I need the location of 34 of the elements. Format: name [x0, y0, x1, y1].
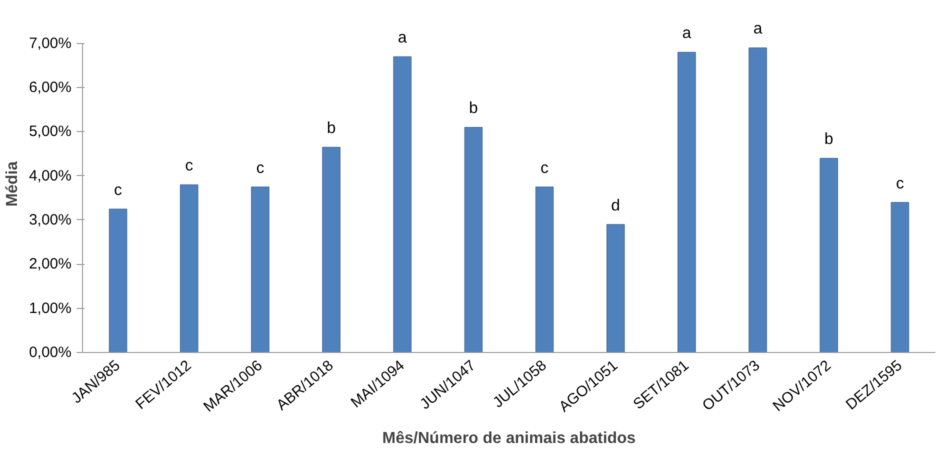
- annotation: c: [114, 182, 122, 199]
- y-tick-label: 2,00%: [28, 256, 72, 273]
- annotation: c: [185, 158, 194, 175]
- annotation: a: [682, 25, 692, 42]
- bar: [890, 202, 910, 352]
- bar: [180, 184, 198, 352]
- y-tick-label: 5,00%: [28, 123, 72, 140]
- bar: [393, 56, 412, 352]
- annotation: d: [611, 197, 620, 214]
- annotation: c: [256, 160, 264, 177]
- annotation: b: [469, 100, 478, 118]
- annotation: c: [896, 175, 904, 192]
- bar: [108, 208, 128, 352]
- annotation: a: [398, 30, 407, 47]
- y-axis-title: Média: [4, 161, 21, 207]
- annotation: b: [824, 131, 834, 148]
- y-tick-label: 1,00%: [28, 300, 72, 317]
- y-tick-label: 7,00%: [28, 34, 72, 52]
- y-tick-label: 6,00%: [28, 78, 72, 96]
- y-tick-label: 3,00%: [28, 211, 72, 228]
- x-axis-title: Mês/Número de animais abatidos: [382, 430, 636, 448]
- annotation: c: [540, 160, 549, 177]
- bar: [606, 224, 625, 352]
- bar: [464, 126, 483, 352]
- bar: [251, 186, 270, 352]
- bar: [820, 158, 838, 352]
- bar: [322, 146, 340, 352]
- bar: [678, 52, 696, 352]
- bar: [535, 186, 554, 352]
- y-tick-label: 4,00%: [28, 167, 72, 184]
- y-tick-label: 0,00%: [28, 344, 72, 361]
- annotation: a: [753, 20, 762, 38]
- bar: [748, 47, 767, 352]
- annotation: b: [326, 120, 336, 138]
